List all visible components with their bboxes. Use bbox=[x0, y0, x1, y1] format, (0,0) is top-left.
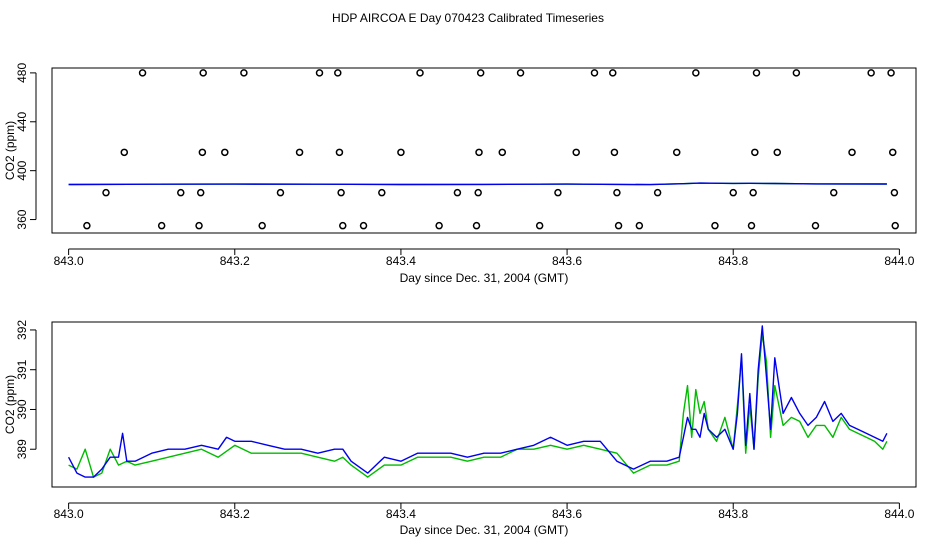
data-point bbox=[773, 148, 782, 157]
data-point bbox=[476, 69, 485, 77]
data-point bbox=[516, 69, 525, 77]
data-point bbox=[359, 221, 368, 230]
x-tick-label: 843.2 bbox=[220, 507, 250, 521]
x-tick-label: 843.8 bbox=[718, 254, 748, 268]
x-tick-label: 843.6 bbox=[552, 254, 582, 268]
panel-line-co2: 843.0 843.2 843.4 843.6 843.8 844.0 Day since … bbox=[3, 320, 917, 537]
data-point bbox=[887, 69, 895, 77]
y-tick-label: 392 bbox=[15, 320, 29, 340]
data-point bbox=[554, 188, 562, 197]
data-point bbox=[888, 148, 897, 157]
data-point bbox=[397, 148, 405, 157]
data-point bbox=[453, 188, 462, 197]
data-point bbox=[315, 69, 324, 77]
data-point bbox=[747, 221, 756, 230]
plot-frame bbox=[51, 321, 917, 488]
data-point bbox=[475, 148, 483, 157]
x-tick-label: 843.8 bbox=[718, 507, 748, 521]
data-point bbox=[138, 69, 147, 77]
data-point bbox=[339, 221, 347, 230]
x-axis-label: Day since Dec. 31, 2004 (GMT) bbox=[400, 271, 569, 285]
data-point bbox=[258, 221, 266, 230]
data-point bbox=[613, 188, 621, 197]
data-point bbox=[240, 69, 248, 77]
y-tick-label: 400 bbox=[15, 160, 29, 180]
series-line-blue bbox=[68, 182, 887, 186]
x-tick-label: 843.0 bbox=[54, 254, 84, 268]
y-tick-label: 390 bbox=[15, 399, 29, 419]
y-tick-label: 360 bbox=[15, 209, 29, 229]
plot-frame bbox=[51, 67, 917, 234]
y-axis-label: CO2 (ppm) bbox=[3, 375, 17, 434]
y-tick-label: 391 bbox=[15, 359, 29, 379]
y-tick-label: 389 bbox=[15, 439, 29, 459]
panel-scatter-co2: 843.0 843.2 843.4 843.6 843.8 844.0 Day since … bbox=[3, 63, 917, 285]
y-tick-label: 440 bbox=[15, 111, 29, 131]
data-point bbox=[711, 221, 719, 230]
x-tick-label: 844.0 bbox=[884, 254, 914, 268]
data-point bbox=[609, 69, 617, 77]
data-point bbox=[177, 188, 185, 197]
data-point bbox=[672, 148, 681, 157]
data-point bbox=[811, 221, 820, 230]
data-point bbox=[498, 148, 507, 157]
figure-title: HDP AIRCOA E Day 070423 Calibrated Times… bbox=[332, 11, 604, 25]
data-point bbox=[891, 221, 899, 230]
data-point bbox=[614, 221, 623, 230]
data-point bbox=[334, 69, 342, 77]
x-tick-label: 843.4 bbox=[386, 507, 416, 521]
data-point bbox=[848, 148, 856, 157]
data-point bbox=[610, 148, 619, 157]
data-point bbox=[692, 69, 700, 77]
data-point bbox=[378, 188, 386, 197]
data-point bbox=[830, 188, 838, 197]
data-point bbox=[221, 148, 229, 157]
data-point bbox=[295, 148, 304, 157]
data-point bbox=[199, 69, 207, 77]
x-tick-label: 844.0 bbox=[884, 507, 914, 521]
y-axis-label: CO2 (ppm) bbox=[3, 121, 17, 180]
data-point bbox=[120, 148, 129, 157]
data-point bbox=[195, 221, 203, 230]
series-line-blue bbox=[67, 325, 888, 478]
data-point bbox=[590, 69, 599, 77]
data-point bbox=[198, 148, 207, 157]
x-tick-label: 843.4 bbox=[386, 254, 416, 268]
data-point bbox=[535, 221, 544, 230]
data-point bbox=[653, 188, 662, 197]
data-point bbox=[890, 188, 899, 197]
data-point bbox=[792, 69, 801, 77]
data-point bbox=[337, 188, 345, 197]
data-point bbox=[157, 221, 166, 230]
x-tick-label: 843.0 bbox=[54, 507, 84, 521]
x-axis-label: Day since Dec. 31, 2004 (GMT) bbox=[400, 523, 569, 537]
x-tick-label: 843.6 bbox=[552, 507, 582, 521]
data-point bbox=[635, 221, 644, 230]
data-point bbox=[472, 221, 481, 230]
data-point bbox=[435, 221, 443, 230]
x-tick-label: 843.2 bbox=[220, 254, 250, 268]
data-point bbox=[276, 188, 285, 197]
data-point bbox=[729, 188, 737, 197]
data-point bbox=[752, 69, 761, 77]
data-point bbox=[474, 188, 482, 197]
data-point bbox=[102, 188, 110, 197]
series-line-green bbox=[68, 333, 888, 478]
data-point bbox=[83, 221, 91, 230]
data-point bbox=[749, 188, 757, 197]
data-point bbox=[416, 69, 424, 77]
data-point bbox=[196, 188, 205, 197]
data-point bbox=[335, 148, 344, 157]
data-point bbox=[572, 148, 580, 157]
data-point bbox=[751, 148, 759, 157]
y-tick-label: 480 bbox=[15, 63, 29, 83]
data-point bbox=[867, 69, 875, 77]
